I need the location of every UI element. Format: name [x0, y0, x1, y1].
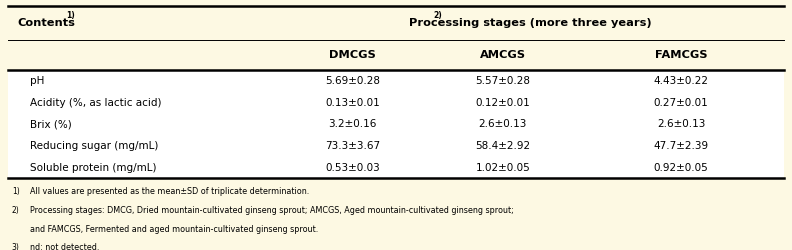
Text: 58.4±2.92: 58.4±2.92 — [475, 141, 531, 151]
Polygon shape — [8, 70, 784, 178]
Text: pH: pH — [30, 76, 44, 86]
Text: nd: not detected.: nd: not detected. — [30, 244, 100, 250]
Text: AMCGS: AMCGS — [480, 50, 526, 60]
Text: 4.43±0.22: 4.43±0.22 — [653, 76, 709, 86]
Text: 1.02±0.05: 1.02±0.05 — [475, 162, 531, 172]
Text: 0.92±0.05: 0.92±0.05 — [653, 162, 709, 172]
Polygon shape — [8, 6, 784, 70]
Text: 47.7±2.39: 47.7±2.39 — [653, 141, 709, 151]
Text: All values are presented as the mean±SD of triplicate determination.: All values are presented as the mean±SD … — [30, 186, 310, 196]
Text: Processing stages: DMCG, Dried mountain-cultivated ginseng sprout; AMCGS, Aged m: Processing stages: DMCG, Dried mountain-… — [30, 206, 514, 214]
Text: 3): 3) — [12, 244, 20, 250]
Text: 73.3±3.67: 73.3±3.67 — [325, 141, 380, 151]
Text: FAMCGS: FAMCGS — [655, 50, 707, 60]
Text: 0.12±0.01: 0.12±0.01 — [475, 98, 531, 108]
Text: 2): 2) — [12, 206, 20, 214]
Text: Soluble protein (mg/mL): Soluble protein (mg/mL) — [30, 162, 157, 172]
Text: 2.6±0.13: 2.6±0.13 — [657, 119, 706, 129]
Text: 0.13±0.01: 0.13±0.01 — [325, 98, 380, 108]
Text: 2): 2) — [433, 11, 442, 20]
Text: DMCGS: DMCGS — [329, 50, 376, 60]
Text: 1): 1) — [67, 11, 75, 20]
Text: and FAMCGS, Fermented and aged mountain-cultivated ginseng sprout.: and FAMCGS, Fermented and aged mountain-… — [30, 224, 318, 234]
Text: Brix (%): Brix (%) — [30, 119, 72, 129]
Text: 0.27±0.01: 0.27±0.01 — [653, 98, 709, 108]
Text: 2.6±0.13: 2.6±0.13 — [478, 119, 527, 129]
Text: 1): 1) — [12, 186, 20, 196]
Text: Acidity (%, as lactic acid): Acidity (%, as lactic acid) — [30, 98, 162, 108]
Text: 0.53±0.03: 0.53±0.03 — [325, 162, 380, 172]
Text: 5.69±0.28: 5.69±0.28 — [325, 76, 380, 86]
Text: 5.57±0.28: 5.57±0.28 — [475, 76, 531, 86]
Text: Contents: Contents — [17, 18, 75, 28]
Text: Processing stages (more three years): Processing stages (more three years) — [409, 18, 652, 28]
Text: Reducing sugar (mg/mL): Reducing sugar (mg/mL) — [30, 141, 158, 151]
Text: 3.2±0.16: 3.2±0.16 — [328, 119, 377, 129]
